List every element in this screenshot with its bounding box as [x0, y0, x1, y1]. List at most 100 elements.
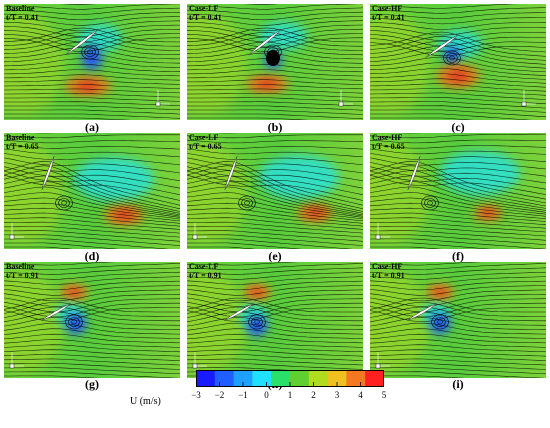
low-velocity-region — [259, 155, 339, 199]
streamlines — [4, 133, 180, 249]
case-name: Case-HF — [372, 4, 403, 13]
case-name: Case-LF — [189, 262, 219, 271]
low-velocity-region — [74, 157, 154, 201]
colorbar-segment — [271, 370, 291, 387]
streamlines — [370, 262, 546, 378]
axis-triad — [338, 90, 353, 107]
colorbar-tick-label: 4 — [358, 390, 363, 400]
colorbar-tick-label: 2 — [311, 390, 316, 400]
case-label: Case-HF t/T = 0.91 — [372, 262, 405, 280]
streamlines — [187, 133, 363, 249]
case-name: Case-LF — [189, 4, 219, 13]
flow-field-b — [187, 4, 363, 120]
foil-shape — [248, 28, 282, 56]
case-label: Baseline t/T = 0.91 — [6, 262, 39, 280]
colorbar-segment — [308, 370, 329, 387]
case-name: Baseline — [6, 262, 35, 271]
vortex-streamlines — [238, 195, 256, 211]
time-label: t/T = 0.41 — [189, 12, 222, 22]
panel-b: Case-LF t/T = 0.41 — [187, 4, 363, 120]
colorbar-title: U (m/s) — [130, 396, 161, 407]
panel-e: Case-LF t/T = 0.65 — [187, 133, 363, 249]
panel-h: Case-LF t/T = 0.91 — [187, 262, 363, 378]
case-label: Case-HF t/T = 0.41 — [372, 4, 405, 22]
panel-letter-i: (i) — [452, 377, 464, 391]
colorbar-segment — [214, 370, 235, 387]
panel-f: Case-HF t/T = 0.65 — [370, 133, 546, 249]
time-label: t/T = 0.65 — [6, 141, 39, 151]
streamlines — [4, 4, 180, 120]
vortex-streamlines — [443, 50, 461, 66]
foil-shape — [224, 155, 238, 191]
vortex-streamlines — [421, 195, 439, 211]
colorbar-segment — [233, 370, 253, 387]
case-label: Case-HF t/T = 0.65 — [372, 133, 405, 151]
colorbar-tick-label: 5 — [381, 390, 387, 400]
colorbar-tick-label: −3 — [191, 390, 201, 400]
axis-triad — [9, 223, 24, 240]
foil-shape — [41, 303, 71, 321]
flow-field-e — [187, 133, 363, 249]
case-name: Baseline — [6, 4, 35, 13]
low-velocity-region — [259, 22, 307, 50]
vortex-streamlines — [55, 195, 73, 211]
panel-letter-f: (f) — [452, 249, 464, 263]
case-name: Case-HF — [372, 262, 403, 271]
panel-i: Case-HF t/T = 0.91 — [370, 262, 546, 378]
time-label: t/T = 0.65 — [372, 141, 405, 151]
time-label: t/T = 0.91 — [372, 270, 405, 280]
flow-field-d — [4, 133, 180, 249]
panel-g: Baseline t/T = 0.91 — [4, 262, 180, 378]
colorbar-tick-label: −2 — [214, 390, 225, 400]
case-name: Baseline — [6, 133, 35, 142]
colorbar-segment — [327, 370, 347, 387]
dark-vortex-core — [266, 50, 280, 66]
vortex-streamlines — [431, 314, 449, 330]
flow-field-a — [4, 4, 180, 120]
panel-letter-b: (b) — [267, 120, 283, 134]
case-name: Case-LF — [189, 133, 219, 142]
foil-shape — [65, 28, 99, 56]
time-label: t/T = 0.41 — [372, 12, 405, 22]
panel-letter-g: (g) — [85, 377, 99, 391]
colorbar-tick-label: −1 — [238, 390, 248, 400]
vortex-core — [82, 46, 102, 70]
colorbar-segment — [365, 370, 384, 387]
foil-shape — [41, 155, 55, 191]
foil-shape — [407, 303, 437, 321]
colorbar-segment — [252, 370, 272, 387]
panel-letter-e: (e) — [268, 249, 282, 263]
axis-triad — [192, 352, 207, 369]
colorbar-tick-label: 3 — [334, 390, 340, 400]
panel-letter-c: (c) — [451, 120, 465, 134]
streamlines — [4, 262, 180, 378]
case-label: Baseline t/T = 0.65 — [6, 133, 39, 151]
time-label: t/T = 0.41 — [6, 12, 39, 22]
colorbar-segment — [196, 370, 216, 387]
axis-triad — [375, 223, 390, 240]
flow-field-g — [4, 262, 180, 378]
foil-shape — [224, 303, 254, 321]
flow-field-i — [370, 262, 546, 378]
panel-c: Case-HF t/T = 0.41 — [370, 4, 546, 120]
panel-letter-a: (a) — [85, 120, 99, 134]
foil-shape — [425, 34, 459, 58]
axis-triad — [9, 352, 24, 369]
vortex-streamlines — [65, 314, 83, 330]
flow-field-f — [370, 133, 546, 249]
streamlines — [370, 133, 546, 249]
case-label: Baseline t/T = 0.41 — [6, 4, 39, 22]
panel-letter-d: (d) — [84, 249, 100, 263]
axis-triad — [521, 90, 536, 107]
colorbar-tick-label: 1 — [287, 390, 293, 400]
axis-triad — [375, 352, 390, 369]
time-label: t/T = 0.91 — [189, 270, 222, 280]
colorbar-segment — [290, 370, 310, 387]
panel-d: Baseline t/T = 0.65 — [4, 133, 180, 249]
case-label: Case-LF t/T = 0.91 — [189, 262, 222, 280]
flow-field-c — [370, 4, 546, 120]
case-label: Case-LF t/T = 0.41 — [189, 4, 222, 22]
axis-triad — [192, 223, 207, 240]
colorbar — [196, 370, 384, 387]
panel-a: Baseline t/T = 0.41 — [4, 4, 180, 120]
